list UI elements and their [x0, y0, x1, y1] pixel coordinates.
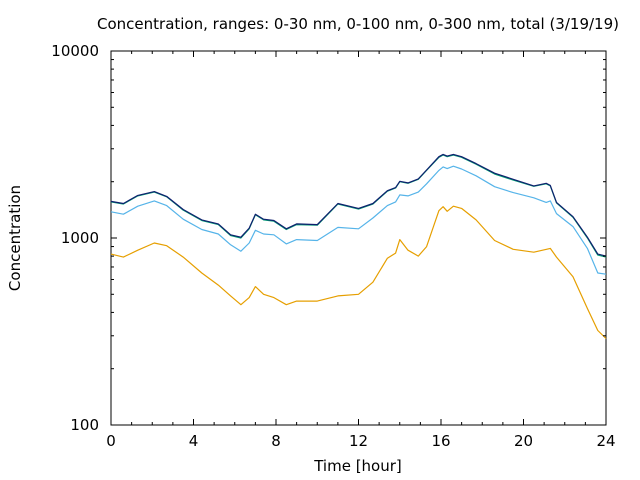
series-line-3 [110, 153, 607, 257]
series-line-1 [110, 165, 607, 275]
y-tick-label: 100 [70, 416, 99, 434]
x-tick-label: 12 [349, 432, 368, 450]
x-tick-label: 8 [271, 432, 281, 450]
x-tick-label: 0 [106, 432, 116, 450]
series-line-0 [110, 205, 607, 339]
y-axis-label: Concentration [6, 185, 24, 291]
x-tick-label: 4 [189, 432, 199, 450]
x-tick-label: 20 [514, 432, 533, 450]
y-tick-label: 1000 [61, 229, 99, 247]
x-axis-label: Time [hour] [313, 457, 402, 475]
axis-layer: 0 4 8 12 16 20 24 100 1000 10000 [51, 42, 615, 450]
series-line-2 [110, 154, 607, 258]
x-tick-label: 16 [431, 432, 450, 450]
chart-title: Concentration, ranges: 0-30 nm, 0-100 nm… [97, 15, 619, 33]
x-tick-label: 24 [596, 432, 615, 450]
series-layer [110, 153, 607, 339]
plot-frame [110, 50, 607, 426]
y-tick-label: 10000 [51, 42, 99, 60]
